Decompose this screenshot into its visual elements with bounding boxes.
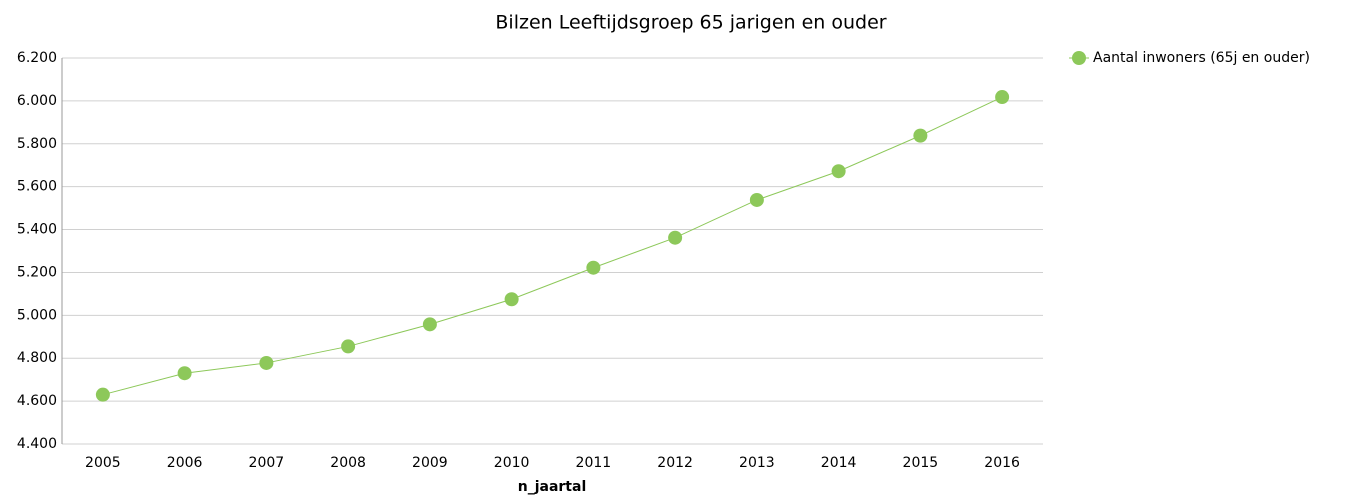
y-tick-label: 5.200 [17,264,57,280]
data-point [259,355,274,370]
x-tick-label: 2011 [576,455,612,471]
data-point [995,90,1010,105]
x-tick-label: 2008 [330,455,366,471]
series-line [102,96,1003,396]
x-tick-label: 2015 [903,455,939,471]
y-tick-label: 4.800 [17,350,57,366]
x-tick-label: 2012 [657,455,693,471]
chart-title: Bilzen Leeftijdsgroep 65 jarigen en oude… [495,12,886,34]
x-tick-label: 2005 [85,455,121,471]
legend-label: Aantal inwoners (65j en ouder) [1093,50,1310,66]
x-axis-label: n_jaartal [518,479,587,495]
y-tick-label: 5.000 [17,307,57,323]
data-point [913,128,928,143]
x-tick-label: 2016 [984,455,1020,471]
x-tick-label: 2013 [739,455,775,471]
y-tick-label: 6.000 [17,93,57,109]
x-tick-label: 2014 [821,455,857,471]
data-point [504,292,519,307]
y-tick-label: 5.600 [17,179,57,195]
y-tick-label: 5.400 [17,222,57,238]
x-tick-label: 2009 [412,455,448,471]
data-point [831,164,846,179]
data-point [177,366,192,381]
y-tick-label: 5.800 [17,136,57,152]
x-tick-label: 2007 [249,455,285,471]
data-point [586,260,601,275]
data-point [422,317,437,332]
y-tick-label: 4.600 [17,393,57,409]
y-tick-label: 6.200 [17,50,57,66]
x-tick-label: 2006 [167,455,203,471]
y-tick-label: 4.400 [17,436,57,452]
data-point [749,192,764,207]
x-tick-label: 2010 [494,455,530,471]
data-point [95,387,110,402]
data-point [341,339,356,354]
data-point [668,230,683,245]
